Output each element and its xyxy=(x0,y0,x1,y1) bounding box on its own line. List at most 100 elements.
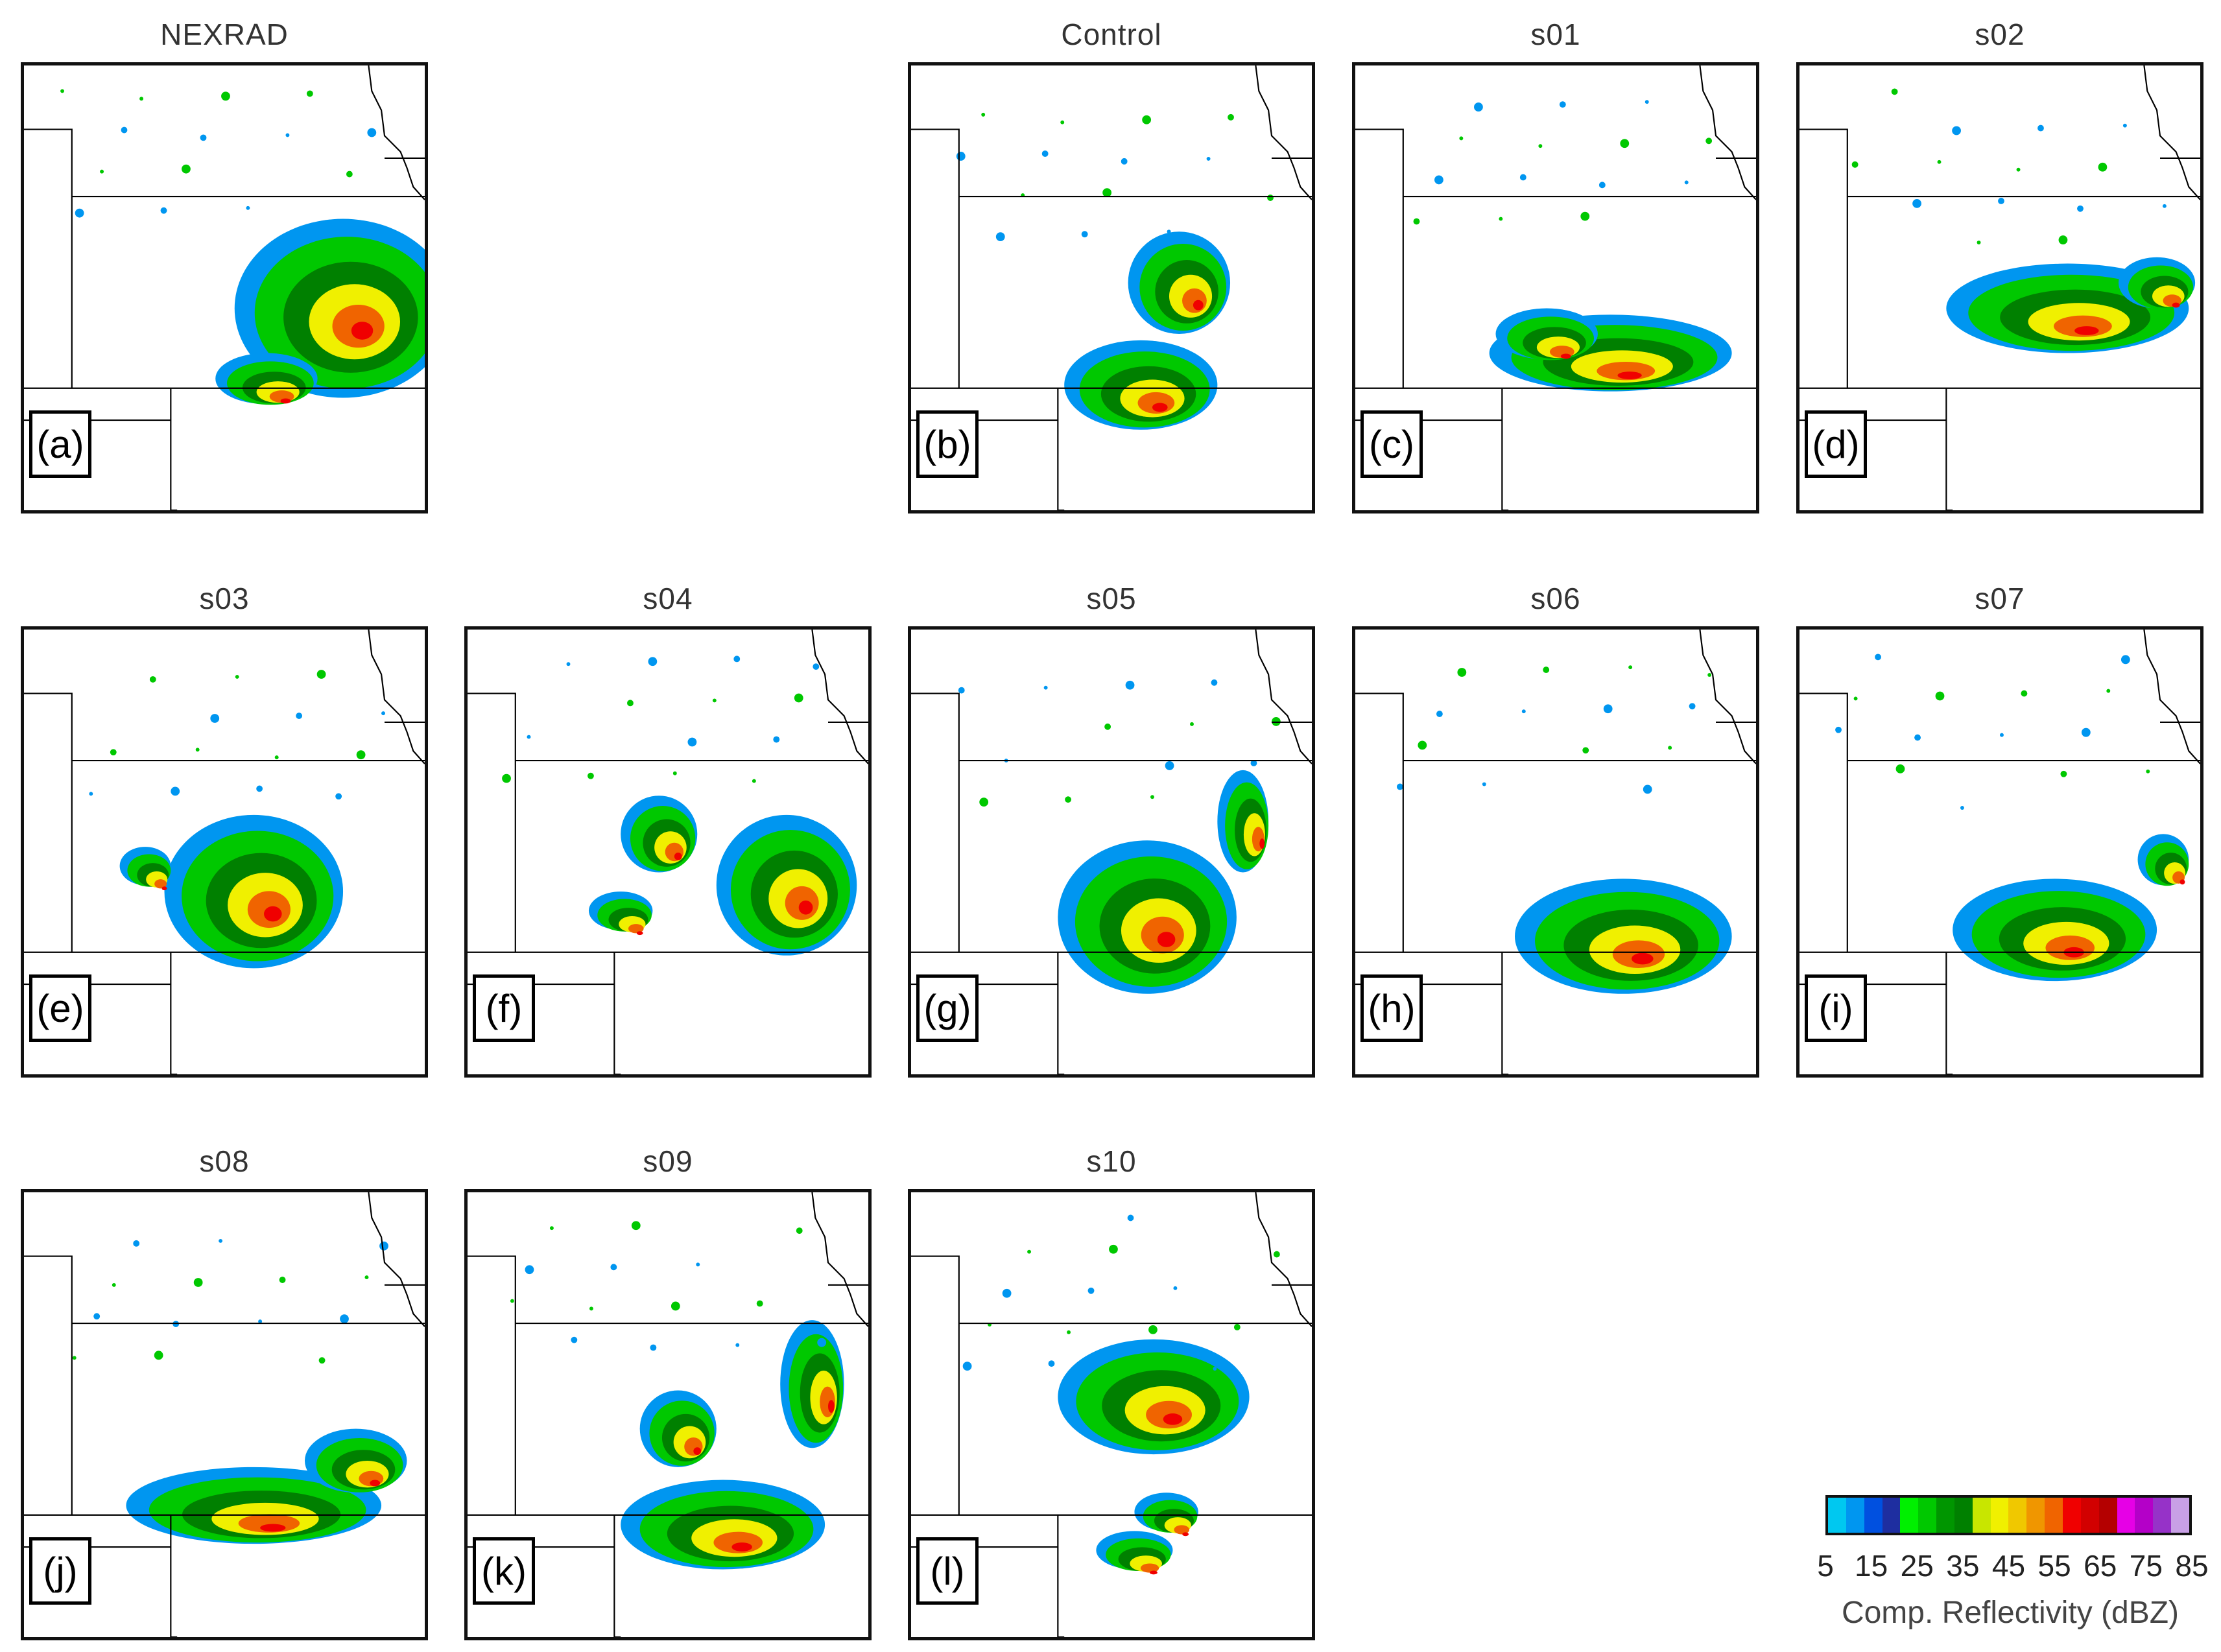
colorbar-swatch xyxy=(2080,1498,2099,1533)
storm-echo xyxy=(1560,353,1571,359)
scattered-echo xyxy=(1125,680,1135,690)
scattered-echo xyxy=(631,1221,641,1231)
map-canvas xyxy=(911,65,1312,510)
state-boundaries xyxy=(911,630,1312,1074)
scattered-echo xyxy=(379,1241,388,1251)
scattered-echo xyxy=(89,792,93,796)
scattered-echo xyxy=(2000,733,2004,737)
panel-letter: (e) xyxy=(29,974,91,1042)
panel-title: Control xyxy=(1061,18,1162,51)
scattered-echo xyxy=(1436,711,1443,718)
scattered-echo xyxy=(1228,113,1234,121)
state-boundaries xyxy=(468,630,868,1074)
scattered-echo xyxy=(2146,769,2150,773)
scattered-echo xyxy=(1598,182,1606,189)
scattered-echo xyxy=(346,171,353,178)
scattered-echo xyxy=(502,773,511,783)
scattered-echo xyxy=(1173,1286,1178,1290)
scattered-echo xyxy=(219,1238,223,1243)
scattered-echo xyxy=(210,714,220,723)
scattered-echo xyxy=(335,793,342,800)
storm-echo xyxy=(628,924,644,934)
colorbar-tick-label: 55 xyxy=(2037,1549,2071,1583)
storm-echo xyxy=(1152,403,1168,412)
panel-letter: (l) xyxy=(916,1537,979,1605)
scattered-echo xyxy=(1960,806,1964,810)
scattered-echo xyxy=(794,693,803,703)
scattered-echo xyxy=(1580,211,1590,221)
scattered-echo xyxy=(1582,747,1589,754)
scattered-echo xyxy=(1043,685,1048,690)
scattered-echo xyxy=(258,1319,263,1324)
scattered-echo xyxy=(72,1356,77,1360)
storm-echo xyxy=(260,1524,286,1532)
colorbar-tick-label: 5 xyxy=(1817,1549,1834,1583)
scattered-echo xyxy=(2098,162,2108,172)
scattered-echo xyxy=(1213,1367,1217,1371)
scattered-echo xyxy=(133,1240,140,1247)
panel-title: s03 xyxy=(199,582,250,615)
scattered-echo xyxy=(221,91,230,101)
map-canvas xyxy=(1799,630,2200,1074)
scattered-echo xyxy=(672,771,677,775)
scattered-echo xyxy=(2081,727,2091,737)
storm-echo xyxy=(154,879,167,889)
colorbar-swatch xyxy=(2117,1498,2135,1533)
panel-letter: (d) xyxy=(1805,410,1867,478)
state-boundaries xyxy=(24,65,425,510)
scattered-echo xyxy=(712,698,717,703)
scattered-echo xyxy=(1048,1360,1055,1367)
scattered-echo xyxy=(525,1265,534,1275)
scattered-echo xyxy=(1109,1244,1118,1254)
panel-letter: (b) xyxy=(916,410,979,478)
scattered-echo xyxy=(527,735,531,739)
panel-title: s10 xyxy=(1086,1144,1137,1178)
panel-letter: (k) xyxy=(473,1537,535,1605)
storm-echo xyxy=(798,900,813,915)
colorbar-swatch xyxy=(1918,1498,1937,1533)
state-boundaries xyxy=(24,1192,425,1637)
scattered-echo xyxy=(650,1344,657,1351)
scattered-echo xyxy=(93,1313,101,1320)
colorbar-swatch xyxy=(2026,1498,2045,1533)
panel-title: s05 xyxy=(1086,582,1137,615)
scattered-echo xyxy=(2077,205,2084,212)
scattered-echo xyxy=(381,711,385,716)
reflectivity-map: (c) xyxy=(1352,62,1759,513)
scattered-echo xyxy=(171,786,180,796)
scattered-echo xyxy=(2122,123,2127,128)
panel-letter: (j) xyxy=(29,1537,91,1605)
scattered-echo xyxy=(1952,126,1961,136)
panel-title: s08 xyxy=(199,1144,250,1178)
scattered-echo xyxy=(1895,764,1905,773)
scattered-echo xyxy=(610,1264,617,1271)
storm-echo xyxy=(351,322,374,340)
colorbar-swatch xyxy=(2135,1498,2154,1533)
scattered-echo xyxy=(956,152,966,161)
storm-echo xyxy=(1617,372,1642,379)
reflectivity-map: (k) xyxy=(464,1189,872,1640)
panel-title: s04 xyxy=(643,582,693,615)
reflectivity-map: (d) xyxy=(1796,62,2203,513)
map-canvas xyxy=(468,630,868,1074)
storm-echo xyxy=(828,1400,835,1413)
scattered-echo xyxy=(979,797,989,807)
colorbar-swatch xyxy=(1954,1498,1973,1533)
map-canvas xyxy=(24,1192,425,1637)
scattered-echo xyxy=(2016,167,2021,172)
scattered-echo xyxy=(1620,139,1630,148)
storm-echo xyxy=(1632,952,1654,965)
storm-echo xyxy=(161,886,167,891)
scattered-echo xyxy=(566,662,571,667)
scattered-echo xyxy=(2120,655,2130,665)
scattered-echo xyxy=(100,169,104,174)
reflectivity-map: (h) xyxy=(1352,626,1759,1078)
scattered-echo xyxy=(279,1277,286,1283)
scattered-echo xyxy=(817,1338,827,1347)
panel-title: s01 xyxy=(1530,18,1581,51)
scattered-echo xyxy=(193,1278,203,1287)
scattered-echo xyxy=(1206,156,1211,161)
storm-echo xyxy=(1157,932,1176,947)
scattered-echo xyxy=(671,1301,680,1311)
scattered-echo xyxy=(1190,722,1194,726)
